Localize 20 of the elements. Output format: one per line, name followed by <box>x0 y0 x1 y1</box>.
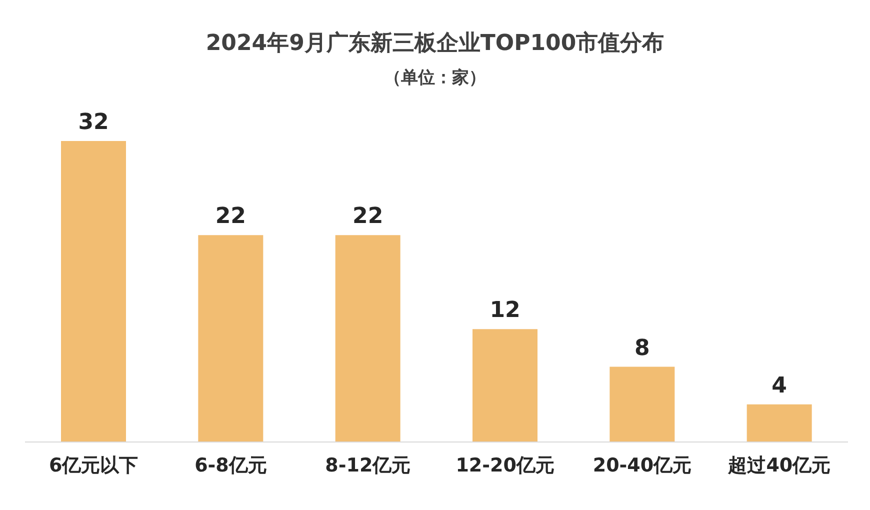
data-label: 32 <box>78 110 109 135</box>
x-tick-label: 超过40亿元 <box>727 454 831 476</box>
x-tick-label: 20-40亿元 <box>592 454 692 476</box>
data-label: 12 <box>490 298 520 324</box>
bar <box>610 366 675 442</box>
bar <box>61 141 126 442</box>
data-label: 4 <box>772 373 787 398</box>
x-tick-label: 6-8亿元 <box>194 454 267 476</box>
bar <box>198 235 264 442</box>
x-tick-label: 8-12亿元 <box>325 454 411 476</box>
data-label: 22 <box>215 204 246 230</box>
data-label: 22 <box>352 204 384 230</box>
x-tick-label: 12-20亿元 <box>456 454 554 476</box>
bar <box>472 329 538 442</box>
bar <box>746 404 812 442</box>
chart-subtitle: （单位：家） <box>383 67 487 89</box>
chart-title: 2024年9月广东新三板企业TOP100市值分布 <box>204 30 666 58</box>
x-tick-label: 6亿元以下 <box>48 454 138 476</box>
data-label: 8 <box>634 336 650 361</box>
bar <box>335 235 400 442</box>
